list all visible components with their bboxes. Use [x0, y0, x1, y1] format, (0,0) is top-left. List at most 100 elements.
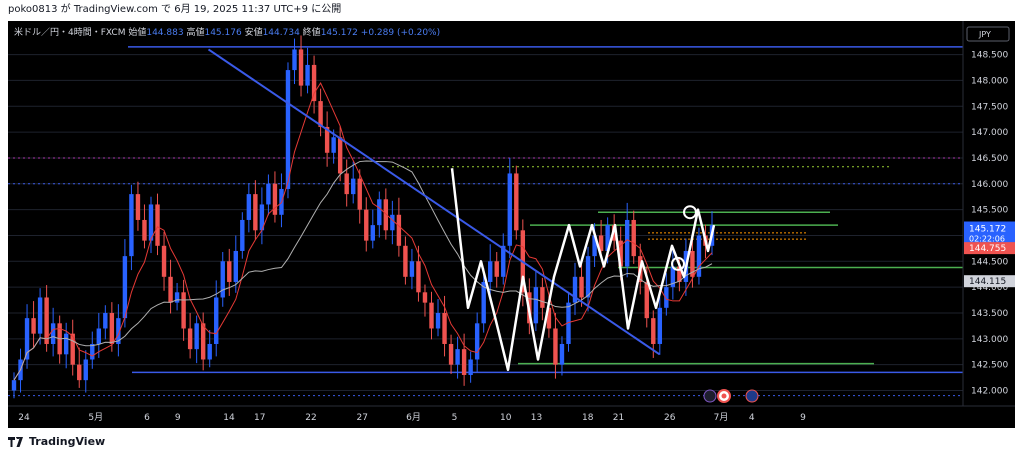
candle-body: [214, 297, 219, 344]
candle-body: [194, 323, 199, 350]
y-tick-label: 146.500: [971, 154, 1008, 164]
candle-body: [533, 287, 539, 324]
candle-body: [292, 49, 297, 71]
candle-body: [396, 214, 402, 246]
y-tick-label: 146.000: [971, 180, 1008, 190]
countdown-value: 02:22:06: [969, 235, 1005, 244]
candle-body: [129, 194, 134, 257]
candle-body: [624, 219, 630, 267]
candle-body: [494, 261, 499, 277]
candle-body: [272, 183, 278, 215]
y-tick-label: 147.000: [971, 128, 1008, 138]
candle-body: [318, 101, 323, 127]
candle-body: [559, 343, 565, 365]
candle-body: [259, 204, 265, 231]
candle-body: [70, 333, 75, 365]
candle-body: [409, 261, 415, 277]
x-tick-label: 5: [452, 413, 458, 423]
candle-body: [592, 235, 597, 257]
candle-body: [142, 219, 147, 241]
y-tick-label: 142.500: [971, 361, 1008, 371]
x-tick-label: 7月: [714, 412, 729, 423]
x-tick-label: 27: [357, 413, 368, 423]
chart-canvas[interactable]: 142.000 142.500 143.000 143.500 144.000 144.5…: [8, 21, 1015, 428]
price-chart[interactable]: 142.000 142.500 143.000 143.500 144.000 144.5…: [8, 21, 1015, 428]
candle-body: [266, 183, 271, 205]
candle-body: [31, 318, 36, 334]
candle-body: [148, 204, 154, 241]
candle-body: [448, 343, 454, 365]
candle-body: [468, 359, 473, 375]
candle-body: [233, 250, 238, 282]
marker-circle: [671, 256, 685, 271]
candle-body: [351, 178, 356, 195]
symbol-label[interactable]: 米ドル／円・4時間・FXCM: [14, 28, 126, 38]
candle-body: [605, 225, 610, 251]
candle-body: [103, 312, 108, 329]
candle-body: [253, 194, 258, 231]
candle-body: [44, 297, 49, 344]
candle-body: [474, 323, 480, 360]
tradingview-logo-icon: [8, 437, 23, 447]
candle-body: [657, 307, 663, 344]
candle-body: [403, 245, 408, 277]
currency-label: JPY: [978, 30, 991, 39]
x-tick-label: 13: [531, 413, 542, 423]
candle-body: [174, 292, 180, 303]
candle-body: [161, 245, 167, 277]
x-tick-label: 18: [582, 413, 594, 423]
candle-body: [246, 194, 252, 220]
x-tick-label: 10: [500, 413, 512, 423]
candle-body: [442, 312, 447, 344]
candle-body: [690, 250, 695, 277]
currency-badge: [966, 26, 1010, 42]
candle-body: [546, 307, 552, 329]
candle-body: [37, 297, 43, 334]
candle-body: [155, 204, 160, 246]
x-tick-label: 14: [223, 413, 235, 423]
candle-body: [383, 199, 389, 231]
candle-body: [488, 261, 493, 282]
candle-body: [207, 343, 212, 360]
trend-line: [207, 48, 661, 356]
last-price-tag: [964, 221, 1015, 245]
event-flash-icon: [703, 389, 717, 403]
x-tick-label: 6: [144, 413, 150, 423]
candle-body: [507, 173, 512, 246]
candle-body: [344, 173, 349, 195]
candle-body: [664, 287, 669, 308]
high-value: 145.176: [204, 28, 242, 38]
x-tick-label: 21: [613, 413, 624, 423]
y-tick-label: 144.500: [971, 257, 1008, 267]
candle-body: [618, 240, 623, 267]
publish-header: poko0813 が TradingView.com で 6月 19, 2025…: [8, 4, 342, 15]
candle-body: [331, 137, 336, 153]
x-tick-label: 9: [800, 413, 806, 423]
candle-body: [598, 235, 604, 251]
price-axis: [963, 21, 1015, 406]
candle-body: [50, 323, 56, 344]
candle-body: [435, 312, 441, 329]
x-tick-label: 22: [305, 413, 316, 423]
candle-body: [377, 199, 382, 226]
candle-body: [572, 276, 578, 303]
candle-body: [416, 261, 421, 293]
candle-body: [109, 312, 115, 344]
x-tick-label: 9: [175, 413, 181, 423]
candle-body: [90, 343, 95, 360]
candle-body: [63, 333, 69, 355]
y-tick-label: 143.000: [971, 335, 1008, 345]
close-label: 終値: [302, 28, 321, 38]
open-label: 始値: [128, 28, 147, 38]
candle-body: [455, 349, 460, 365]
candle-body: [77, 364, 82, 381]
candle-body: [390, 214, 395, 231]
x-tick-label: 26: [664, 413, 676, 423]
candle-body: [181, 292, 186, 329]
y-tick-label: 143.500: [971, 309, 1008, 319]
candle-body: [501, 245, 506, 277]
ma-gray-price-tag: [964, 275, 1015, 288]
brand-name: TradingView: [29, 435, 106, 448]
x-tick-label: 4: [749, 413, 755, 423]
ma-red-price-tag: [964, 242, 1015, 255]
